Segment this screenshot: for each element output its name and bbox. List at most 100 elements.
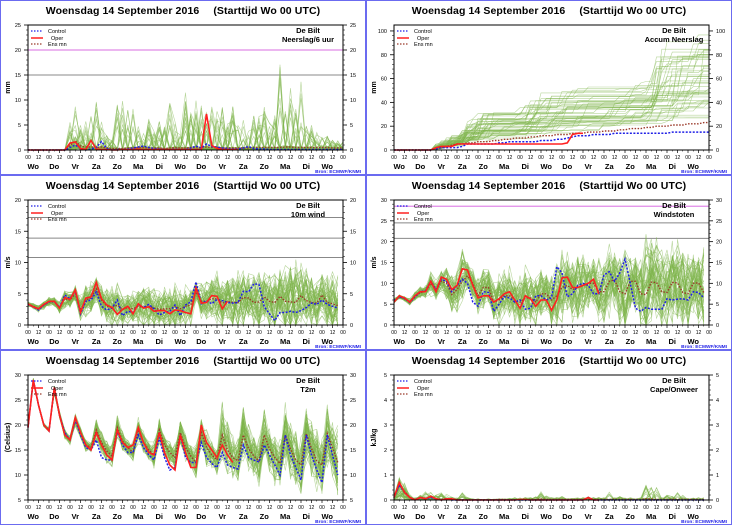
chart-title: Woensdag 14 September 2016 (Starttijd Wo … — [1, 355, 365, 367]
x-tick-label: 00 — [706, 155, 712, 161]
x-day-label: Vr — [71, 337, 79, 346]
ensemble-mean-line — [27, 380, 339, 467]
x-day-label: Ma — [646, 162, 657, 171]
x-tick-label: 12 — [528, 330, 534, 336]
x-day-label: Ma — [280, 337, 291, 346]
x-day-label: Za — [92, 512, 102, 521]
x-tick-label: 00 — [214, 330, 220, 336]
station-label: De Bilt — [296, 201, 320, 210]
x-tick-label: 12 — [612, 505, 618, 511]
x-day-label: Wo — [687, 337, 699, 346]
x-tick-label: 12 — [423, 330, 429, 336]
y-axis-label: m/s — [371, 256, 378, 268]
variable-label: Accum Neerslag — [645, 35, 704, 44]
x-tick-label: 12 — [99, 505, 105, 511]
y-tick-label: 10 — [15, 98, 21, 104]
y-tick-label-right: 2 — [716, 448, 719, 454]
y-tick-label-right: 40 — [716, 100, 722, 106]
x-tick-label: 00 — [193, 505, 199, 511]
x-day-label: Ma — [133, 162, 144, 171]
x-day-label: Za — [92, 162, 102, 171]
x-day-label: Vr — [437, 337, 445, 346]
x-tick-label: 00 — [580, 155, 586, 161]
y-tick-label-right: 10 — [350, 261, 356, 267]
variable-label: Cape/Onweer — [650, 385, 698, 394]
y-tick-label: 0 — [384, 148, 387, 154]
x-tick-label: 12 — [309, 505, 315, 511]
x-tick-label: 12 — [57, 505, 63, 511]
x-tick-label: 12 — [330, 330, 336, 336]
x-tick-label: 00 — [46, 505, 52, 511]
x-tick-label: 00 — [706, 505, 712, 511]
x-tick-label: 12 — [591, 330, 597, 336]
x-day-label: Di — [156, 337, 164, 346]
x-tick-label: 12 — [675, 330, 681, 336]
x-day-label: Zo — [479, 162, 489, 171]
x-tick-label: 00 — [67, 155, 73, 161]
x-tick-label: 00 — [601, 330, 607, 336]
x-day-label: Wo — [174, 512, 186, 521]
x-day-label: Wo — [27, 512, 39, 521]
x-day-label: Do — [49, 337, 59, 346]
x-day-label: Za — [239, 337, 249, 346]
legend-oper-label: Oper — [51, 36, 63, 42]
y-tick-label-right: 20 — [716, 124, 722, 130]
x-tick-label: 12 — [549, 505, 555, 511]
x-tick-label: 12 — [423, 155, 429, 161]
x-day-label: Zo — [113, 337, 123, 346]
x-tick-label: 12 — [591, 155, 597, 161]
x-tick-label: 12 — [444, 505, 450, 511]
x-day-label: Wo — [321, 512, 333, 521]
x-tick-label: 00 — [622, 155, 628, 161]
source-credit: Bron: ECMWF/KNMI — [681, 169, 727, 174]
x-day-label: Ma — [646, 337, 657, 346]
x-tick-label: 00 — [151, 155, 157, 161]
x-tick-label: 12 — [120, 330, 126, 336]
ensemble-member-line — [393, 255, 704, 326]
x-day-label: Ma — [280, 162, 291, 171]
station-label: De Bilt — [296, 26, 320, 35]
x-tick-label: 12 — [246, 330, 252, 336]
x-tick-label: 12 — [225, 505, 231, 511]
x-tick-label: 00 — [109, 505, 115, 511]
x-tick-label: 12 — [696, 330, 702, 336]
x-tick-label: 00 — [172, 330, 178, 336]
x-day-label: Vr — [437, 512, 445, 521]
x-day-label: Ma — [499, 162, 510, 171]
x-day-label: Do — [196, 512, 206, 521]
ensemble-mean-line — [394, 121, 709, 151]
x-tick-label: 12 — [246, 155, 252, 161]
y-tick-label: 10 — [15, 261, 21, 267]
x-tick-label: 12 — [99, 330, 105, 336]
x-tick-label: 12 — [465, 330, 471, 336]
x-tick-label: 00 — [664, 505, 670, 511]
chart-title-start: (Starttijd Wo 00 UTC) — [213, 5, 321, 17]
ensemble-member-line — [393, 257, 705, 323]
y-tick-label-right: 80 — [716, 53, 722, 59]
x-day-label: Do — [562, 337, 572, 346]
x-tick-label: 00 — [601, 155, 607, 161]
x-tick-label: 12 — [402, 505, 408, 511]
x-tick-label: 00 — [454, 505, 460, 511]
x-day-label: Wo — [174, 162, 186, 171]
y-tick-label: 0 — [18, 148, 21, 154]
x-tick-label: 12 — [633, 330, 639, 336]
x-tick-label: 12 — [486, 505, 492, 511]
ensemble-member-line — [394, 65, 709, 151]
x-tick-label: 00 — [46, 330, 52, 336]
source-credit: Bron: ECMWF/KNMI — [315, 169, 361, 174]
chart-title-date: Woensdag 14 September 2016 — [45, 5, 200, 17]
ensemble-member-line — [393, 246, 705, 319]
x-day-label: Do — [415, 337, 425, 346]
x-day-label: Vr — [437, 162, 445, 171]
y-axis: 0 0 5 5 10 10 15 15 20 20 25 25 — [15, 23, 356, 154]
chart-title-start: (Starttijd Wo 00 UTC) — [213, 180, 321, 192]
x-tick-label: 12 — [591, 505, 597, 511]
y-tick-label: 20 — [15, 198, 21, 204]
x-axis: 00 12 00 12 00 12 00 12 00 12 00 12 00 12 00 12 00 12 00 12… — [25, 325, 346, 346]
x-tick-label: 12 — [654, 330, 660, 336]
legend-control-label: Control — [414, 29, 432, 35]
